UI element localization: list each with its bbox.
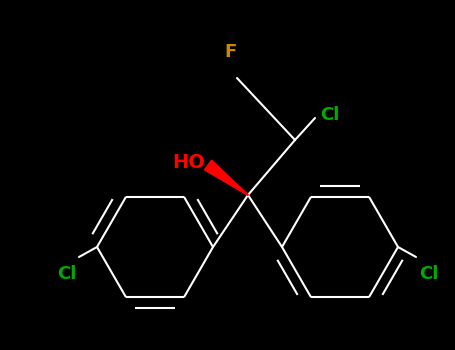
Text: Cl: Cl [56, 265, 76, 283]
Text: F: F [224, 43, 236, 61]
Text: Cl: Cl [419, 265, 438, 283]
Polygon shape [204, 160, 248, 195]
Text: Cl: Cl [320, 106, 339, 124]
Text: HO: HO [172, 153, 205, 172]
